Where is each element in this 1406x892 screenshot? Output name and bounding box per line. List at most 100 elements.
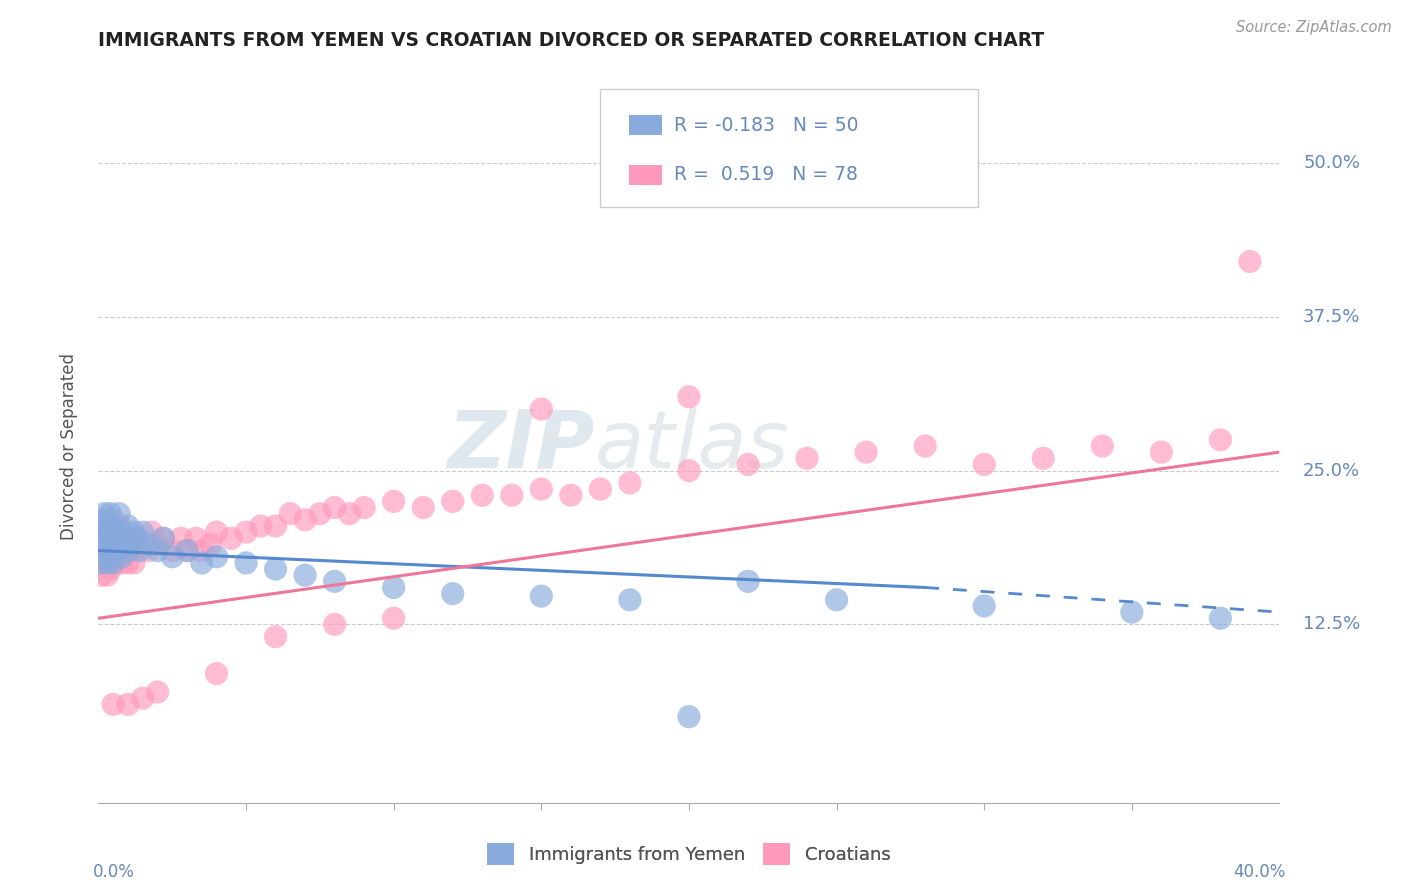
Point — [146, 685, 169, 699]
Point — [98, 549, 121, 564]
Point — [162, 549, 183, 564]
Point — [108, 519, 131, 533]
Point — [132, 525, 155, 540]
Point — [235, 525, 257, 540]
Point — [98, 537, 121, 551]
Point — [93, 537, 115, 551]
Point — [128, 543, 150, 558]
Point — [108, 537, 131, 551]
Point — [323, 617, 346, 632]
Point — [117, 531, 139, 545]
Point — [825, 592, 848, 607]
Point — [264, 630, 287, 644]
Point — [1150, 445, 1173, 459]
Point — [93, 519, 115, 533]
Point — [90, 531, 112, 545]
Point — [98, 525, 121, 540]
Point — [138, 543, 160, 558]
Point — [105, 543, 128, 558]
Point — [176, 543, 198, 558]
Point — [125, 531, 148, 545]
Point — [382, 581, 405, 595]
Point — [678, 709, 700, 723]
Point — [530, 402, 553, 417]
Point — [191, 556, 214, 570]
Point — [152, 531, 174, 545]
Point — [309, 507, 332, 521]
Point — [105, 525, 128, 540]
Point — [96, 525, 118, 540]
Point — [1209, 611, 1232, 625]
Point — [589, 482, 612, 496]
Point — [90, 513, 112, 527]
Point — [441, 494, 464, 508]
Point — [108, 507, 131, 521]
Point — [152, 531, 174, 545]
Text: ZIP: ZIP — [447, 407, 595, 485]
Point — [90, 525, 112, 540]
Point — [530, 589, 553, 603]
Point — [90, 556, 112, 570]
Point — [96, 568, 118, 582]
Point — [96, 543, 118, 558]
Point — [114, 531, 136, 545]
Point — [96, 531, 118, 545]
Point — [105, 531, 128, 545]
Point — [103, 531, 125, 545]
Point — [323, 500, 346, 515]
Point — [146, 543, 169, 558]
Point — [1209, 433, 1232, 447]
Point — [250, 519, 273, 533]
Point — [337, 507, 360, 521]
Point — [471, 488, 494, 502]
Point — [120, 537, 142, 551]
Point — [146, 537, 169, 551]
Point — [111, 525, 134, 540]
Point — [353, 500, 375, 515]
Text: 25.0%: 25.0% — [1303, 461, 1360, 480]
Point — [96, 513, 118, 527]
Point — [323, 574, 346, 589]
Point — [294, 513, 316, 527]
Point — [93, 556, 115, 570]
Point — [103, 698, 125, 712]
Point — [973, 458, 995, 472]
Point — [111, 556, 134, 570]
Point — [855, 445, 877, 459]
Point — [117, 519, 139, 533]
Point — [90, 568, 112, 582]
Point — [125, 531, 148, 545]
Text: R = -0.183   N = 50: R = -0.183 N = 50 — [673, 116, 858, 135]
Point — [117, 543, 139, 558]
Point — [1032, 451, 1054, 466]
Point — [103, 556, 125, 570]
Point — [205, 525, 228, 540]
Point — [132, 537, 155, 551]
Point — [98, 562, 121, 576]
Point — [219, 531, 242, 545]
Point — [678, 464, 700, 478]
Point — [93, 525, 115, 540]
Point — [122, 556, 145, 570]
Point — [176, 543, 198, 558]
Point — [1121, 605, 1143, 619]
Point — [1091, 439, 1114, 453]
Point — [382, 494, 405, 508]
Point — [105, 556, 128, 570]
Point — [108, 543, 131, 558]
Point — [737, 574, 759, 589]
Point — [1239, 254, 1261, 268]
Point — [122, 525, 145, 540]
Point — [619, 475, 641, 490]
Point — [205, 549, 228, 564]
Point — [90, 543, 112, 558]
Point — [114, 543, 136, 558]
Point — [973, 599, 995, 613]
Text: IMMIGRANTS FROM YEMEN VS CROATIAN DIVORCED OR SEPARATED CORRELATION CHART: IMMIGRANTS FROM YEMEN VS CROATIAN DIVORC… — [98, 31, 1045, 50]
Point — [441, 587, 464, 601]
Point — [170, 531, 193, 545]
Point — [111, 531, 134, 545]
Point — [294, 568, 316, 582]
Text: 12.5%: 12.5% — [1303, 615, 1361, 633]
Text: Source: ZipAtlas.com: Source: ZipAtlas.com — [1236, 20, 1392, 35]
